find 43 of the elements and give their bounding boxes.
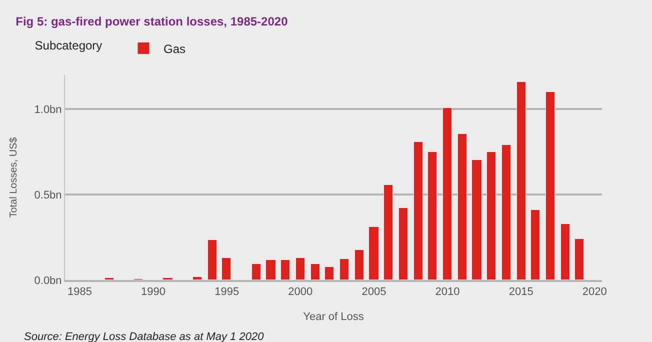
bar xyxy=(354,250,364,280)
bar xyxy=(530,210,540,280)
bar xyxy=(516,82,526,280)
bar xyxy=(368,226,379,280)
bar xyxy=(280,260,290,280)
x-tick-label: 1985 xyxy=(67,286,92,298)
x-tick-label: 2000 xyxy=(288,286,313,298)
bar xyxy=(222,258,231,280)
bar xyxy=(442,108,452,280)
bar xyxy=(192,276,202,280)
x-tick-label: 1995 xyxy=(214,286,240,298)
x-tick-label: 2005 xyxy=(362,286,386,298)
bar xyxy=(340,258,349,280)
bar xyxy=(324,266,334,280)
bar xyxy=(414,142,423,280)
y-tick-label: 0.5bn xyxy=(34,189,62,202)
bar xyxy=(384,184,393,280)
chart-title: Fig 5: gas-fired power station losses, 1985-2020 xyxy=(16,14,288,28)
bar xyxy=(310,264,320,280)
bar xyxy=(428,152,437,280)
x-axis-title: Year of Loss xyxy=(303,310,364,323)
y-tick-label: 0.0bn xyxy=(34,274,62,287)
x-tick-label: 1990 xyxy=(141,286,166,298)
bar xyxy=(560,224,570,280)
legend-label: Gas xyxy=(164,42,186,56)
legend-title: Subcategory xyxy=(34,38,116,52)
source-note: Source: Energy Loss Database as at May 1 2020 xyxy=(24,331,265,342)
bar xyxy=(472,160,482,280)
bar xyxy=(546,92,555,280)
bar xyxy=(398,208,408,280)
bar xyxy=(502,144,511,280)
bar xyxy=(486,152,496,280)
x-tick-label: 2015 xyxy=(508,286,534,298)
bar xyxy=(296,258,305,280)
bar xyxy=(574,238,584,280)
x-tick-label: 2010 xyxy=(435,286,460,298)
bar xyxy=(458,134,467,280)
bar xyxy=(266,260,276,280)
y-tick-label: 1.0bn xyxy=(34,104,62,116)
bar xyxy=(252,264,261,280)
x-tick-label: 2020 xyxy=(582,286,607,298)
bar xyxy=(208,240,217,280)
y-axis-title: Total Losses, US$ xyxy=(8,136,20,218)
